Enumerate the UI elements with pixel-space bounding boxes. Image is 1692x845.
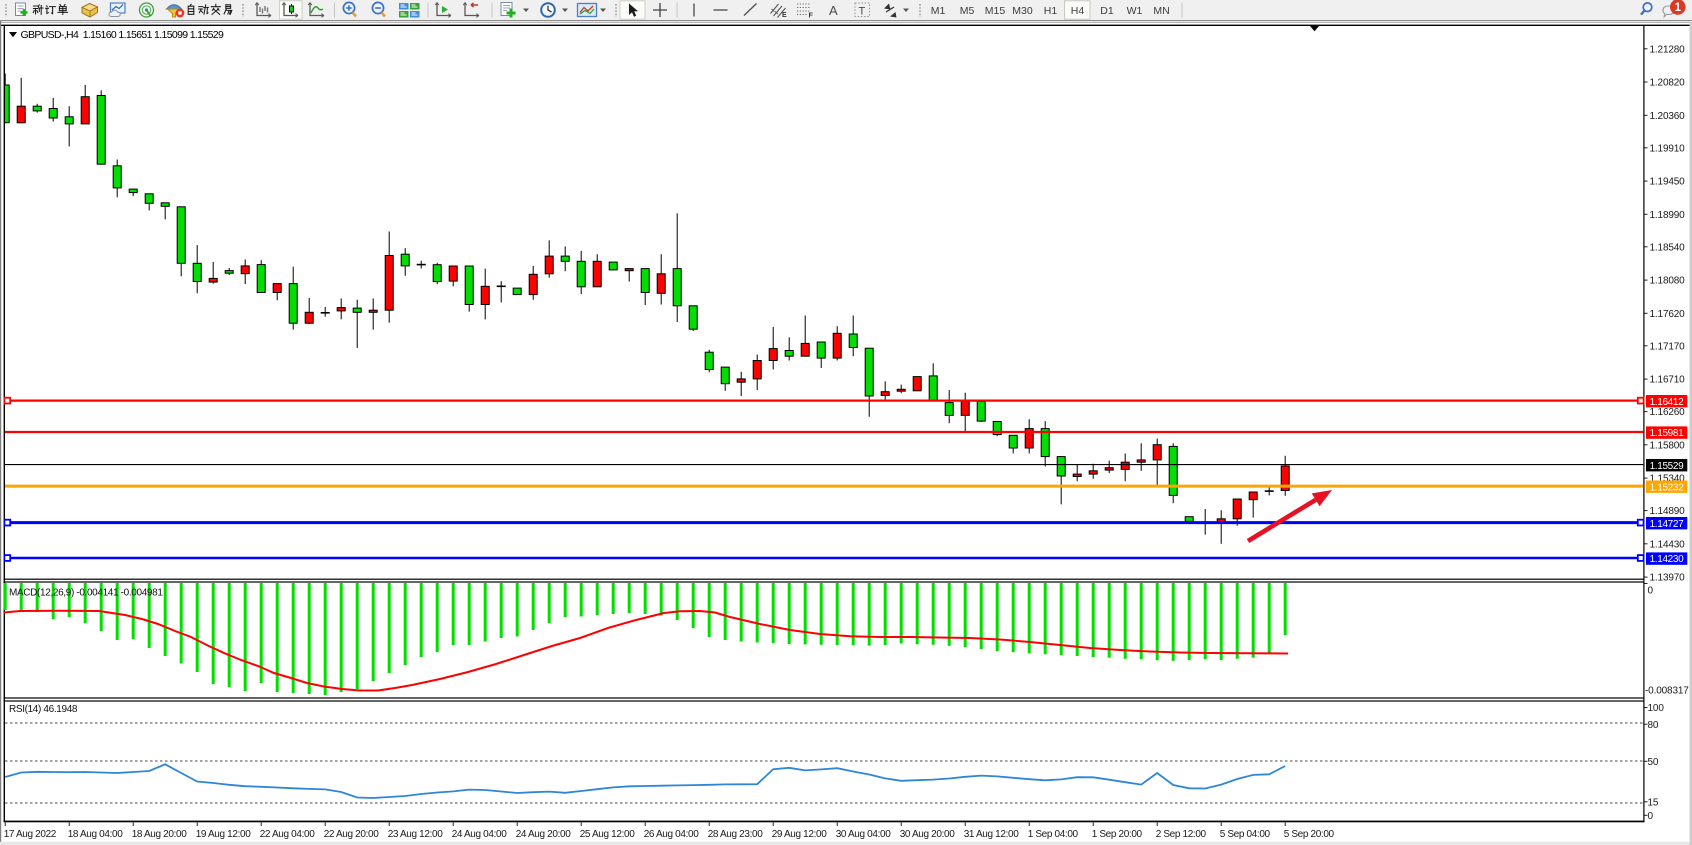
svg-text:31 Aug 12:00: 31 Aug 12:00 (964, 829, 1020, 840)
svg-text:1 Sep 04:00: 1 Sep 04:00 (1028, 829, 1079, 840)
svg-text:5 Sep 04:00: 5 Sep 04:00 (1220, 829, 1271, 840)
svg-text:W1: W1 (1127, 5, 1143, 17)
svg-text:2 Sep 12:00: 2 Sep 12:00 (1156, 829, 1207, 840)
svg-text:17 Aug 2022: 17 Aug 2022 (4, 829, 57, 840)
svg-text:1.20820: 1.20820 (1650, 78, 1686, 89)
svg-text:19 Aug 12:00: 19 Aug 12:00 (196, 829, 252, 840)
svg-text:22 Aug 04:00: 22 Aug 04:00 (260, 829, 316, 840)
svg-text:24 Aug 20:00: 24 Aug 20:00 (516, 829, 572, 840)
svg-text:30 Aug 20:00: 30 Aug 20:00 (900, 829, 956, 840)
svg-text:0: 0 (1648, 811, 1654, 822)
svg-text:M5: M5 (960, 5, 975, 17)
svg-text:1.18080: 1.18080 (1650, 276, 1686, 287)
svg-text:0: 0 (1648, 586, 1654, 597)
svg-text:30 Aug 04:00: 30 Aug 04:00 (836, 829, 892, 840)
svg-text:1.20360: 1.20360 (1650, 111, 1686, 122)
svg-text:T: T (859, 6, 866, 18)
svg-text:A: A (829, 3, 838, 18)
svg-text:MACD(12,26,9) -0.004141 -0.004: MACD(12,26,9) -0.004141 -0.004981 (9, 588, 163, 599)
svg-text:50: 50 (1648, 757, 1659, 768)
svg-text:M15: M15 (985, 5, 1006, 17)
svg-text:1.17170: 1.17170 (1650, 341, 1686, 352)
svg-text:80: 80 (1648, 720, 1659, 731)
svg-text:1.14727: 1.14727 (1650, 519, 1684, 530)
svg-text:18 Aug 04:00: 18 Aug 04:00 (68, 829, 124, 840)
svg-text:100: 100 (1648, 703, 1665, 714)
svg-text:H1: H1 (1044, 5, 1058, 17)
svg-text:24 Aug 04:00: 24 Aug 04:00 (452, 829, 508, 840)
svg-text:1.13970: 1.13970 (1650, 573, 1686, 584)
svg-text:29 Aug 12:00: 29 Aug 12:00 (772, 829, 828, 840)
svg-text:1.15232: 1.15232 (1650, 482, 1684, 493)
svg-text:1.16412: 1.16412 (1650, 397, 1684, 408)
svg-text:GBPUSD-,H4 1.15160 1.15651 1.: GBPUSD-,H4 1.15160 1.15651 1.15099 1.155… (21, 29, 224, 41)
svg-text:15: 15 (1648, 797, 1659, 808)
svg-text:1.14230: 1.14230 (1650, 554, 1684, 565)
svg-text:1.15800: 1.15800 (1650, 440, 1686, 451)
svg-text:F: F (809, 13, 814, 20)
svg-text:1.18990: 1.18990 (1650, 210, 1686, 221)
svg-text:22 Aug 20:00: 22 Aug 20:00 (324, 829, 380, 840)
svg-text:1.15529: 1.15529 (1650, 461, 1684, 472)
svg-text:1.19910: 1.19910 (1650, 143, 1686, 154)
svg-text:28 Aug 23:00: 28 Aug 23:00 (708, 829, 764, 840)
svg-text:1.17620: 1.17620 (1650, 309, 1686, 320)
svg-text:1.14430: 1.14430 (1650, 539, 1686, 550)
svg-text:1: 1 (1675, 2, 1682, 14)
svg-text:D1: D1 (1100, 5, 1114, 17)
svg-text:5 Sep 20:00: 5 Sep 20:00 (1284, 829, 1335, 840)
svg-text:M1: M1 (931, 5, 946, 17)
svg-text:1 Sep 20:00: 1 Sep 20:00 (1092, 829, 1143, 840)
svg-text:1.15340: 1.15340 (1650, 474, 1686, 485)
svg-text:M30: M30 (1012, 5, 1033, 17)
svg-text:25 Aug 12:00: 25 Aug 12:00 (580, 829, 636, 840)
svg-text:MN: MN (1153, 5, 1169, 17)
svg-text:23 Aug 12:00: 23 Aug 12:00 (388, 829, 444, 840)
svg-text:18 Aug 20:00: 18 Aug 20:00 (132, 829, 188, 840)
svg-text:1.14890: 1.14890 (1650, 506, 1686, 517)
svg-text:E: E (782, 12, 787, 19)
svg-text:1.18540: 1.18540 (1650, 242, 1686, 253)
svg-text:1.19450: 1.19450 (1650, 177, 1686, 188)
svg-text:26 Aug 04:00: 26 Aug 04:00 (644, 829, 700, 840)
svg-text:H4: H4 (1071, 5, 1085, 17)
svg-text:1.15981: 1.15981 (1650, 428, 1684, 439)
svg-text:-0.008317: -0.008317 (1645, 686, 1689, 697)
svg-text:RSI(14) 46.1948: RSI(14) 46.1948 (9, 704, 78, 715)
svg-text:1.16710: 1.16710 (1650, 375, 1686, 386)
svg-text:1.21280: 1.21280 (1650, 44, 1686, 55)
svg-text:1.16260: 1.16260 (1650, 407, 1686, 418)
